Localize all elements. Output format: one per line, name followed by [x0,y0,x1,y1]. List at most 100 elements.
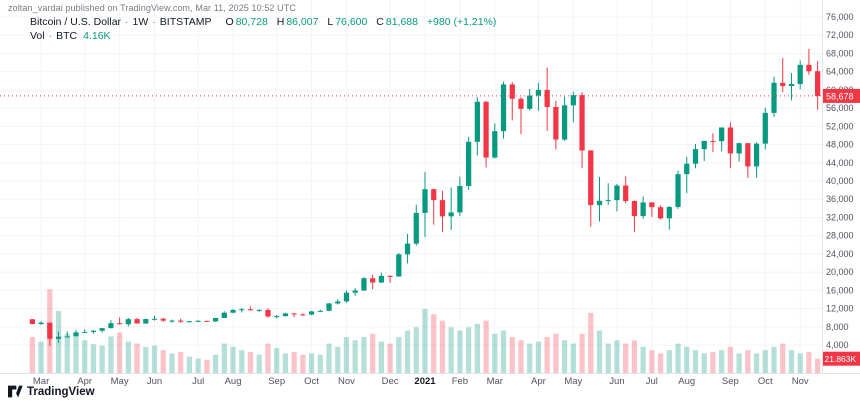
volume-bar [274,348,280,373]
volume-bar [684,346,690,373]
last-price-badge [823,88,860,103]
volume-bar [727,346,734,373]
time-axis-label: Apr [531,376,546,387]
volume-bar [474,323,480,373]
candle-body [692,149,699,164]
candle-body [186,321,193,323]
volume-bar [169,353,175,373]
price-axis-label: 56,000 [826,103,854,113]
candle-body [439,200,446,217]
volume-row: Vol · BTC 4.16K [30,29,496,43]
volume-bar [623,343,629,373]
candle-body [55,336,62,339]
candle-body [684,163,690,175]
volume-bar [404,330,411,373]
candle-body [352,290,358,293]
price-axis-label: 8,000 [826,322,849,332]
separator-dot: · [152,16,156,28]
volume-bar [396,337,402,373]
volume-bar [614,340,620,373]
candle-body [160,318,166,321]
candle-body [492,131,498,158]
price-axis-label: 76,000 [826,12,854,22]
price-axis-label: 48,000 [826,140,854,150]
candle-body [204,320,210,322]
time-axis-label: Jul [646,376,658,387]
volume-bar [82,340,88,373]
time-axis[interactable] [0,373,860,389]
ohlc-readout: O 80,728 H 86,007 L 76,600 C 81,688 +980 (+1… [220,15,497,29]
volume-bar [815,358,821,373]
candle-body [221,312,227,318]
last-volume-badge [823,351,860,366]
candle-body [509,84,515,99]
candle-body [178,320,184,322]
candle-body [466,141,472,187]
volume-bar [640,346,646,373]
volume-bar [527,343,533,373]
candle-body [256,309,262,311]
candle-body [553,106,559,140]
volume-label[interactable]: Vol [30,30,45,42]
separator-dot: · [48,30,53,42]
volume-bar [151,345,158,373]
volume-bar [518,340,524,373]
volume-bar [90,344,97,373]
candle-body [361,278,367,291]
candle-body [719,127,725,142]
candle-body [343,292,350,302]
volume-bar [317,354,323,373]
candle-body [73,332,79,337]
volume-bar [221,343,227,373]
symbol-title[interactable]: Bitcoin / U.S. Dollar [30,16,122,28]
price-axis-label: 72,000 [826,30,854,40]
candle-body [143,319,149,324]
open-value: 80,728 [235,16,268,28]
interval-label[interactable]: 1W [132,16,149,28]
chart-pane[interactable] [0,0,823,373]
candle-body [413,212,419,244]
time-axis-label: Jun [609,376,624,387]
volume-bar [29,337,35,373]
candle-body [308,311,315,315]
volume-bar [588,312,594,373]
volume-bar [431,314,437,373]
volume-unit: BTC [56,30,78,42]
exchange-label[interactable]: BITSTAMP [159,16,212,28]
tradingview-logo[interactable]: TradingView [8,385,95,398]
candle-body [806,64,812,72]
candle-body [780,82,786,87]
open-label: O [225,16,234,28]
price-axis-label: 40,000 [826,176,854,186]
candle-body [815,71,821,96]
time-axis-label: Mar [487,376,503,387]
close-label: C [376,16,384,28]
candle-body [649,202,655,208]
candle-body [727,127,734,154]
candle-body [239,309,245,311]
volume-bar [675,343,681,373]
volume-bar [178,352,184,373]
time-axis-label: Nov [338,376,355,387]
candle-body [701,140,707,150]
time-axis-label: 2021 [414,376,436,387]
candle-body [195,320,201,322]
time-axis-label: Sep [722,376,739,387]
candle-body [535,89,542,96]
tradingview-logo-text: TradingView [27,385,95,398]
candle-body [335,301,341,304]
candle-body [448,212,454,217]
price-axis[interactable] [823,0,860,373]
candle-body [500,84,507,132]
volume-bar [265,343,271,373]
time-axis-label: May [564,376,582,387]
volume-bar [753,353,760,373]
volume-bar [553,333,559,373]
price-axis-label: 16,000 [826,285,854,295]
candle-body [422,189,428,213]
volume-value: 4.16K [83,30,111,42]
